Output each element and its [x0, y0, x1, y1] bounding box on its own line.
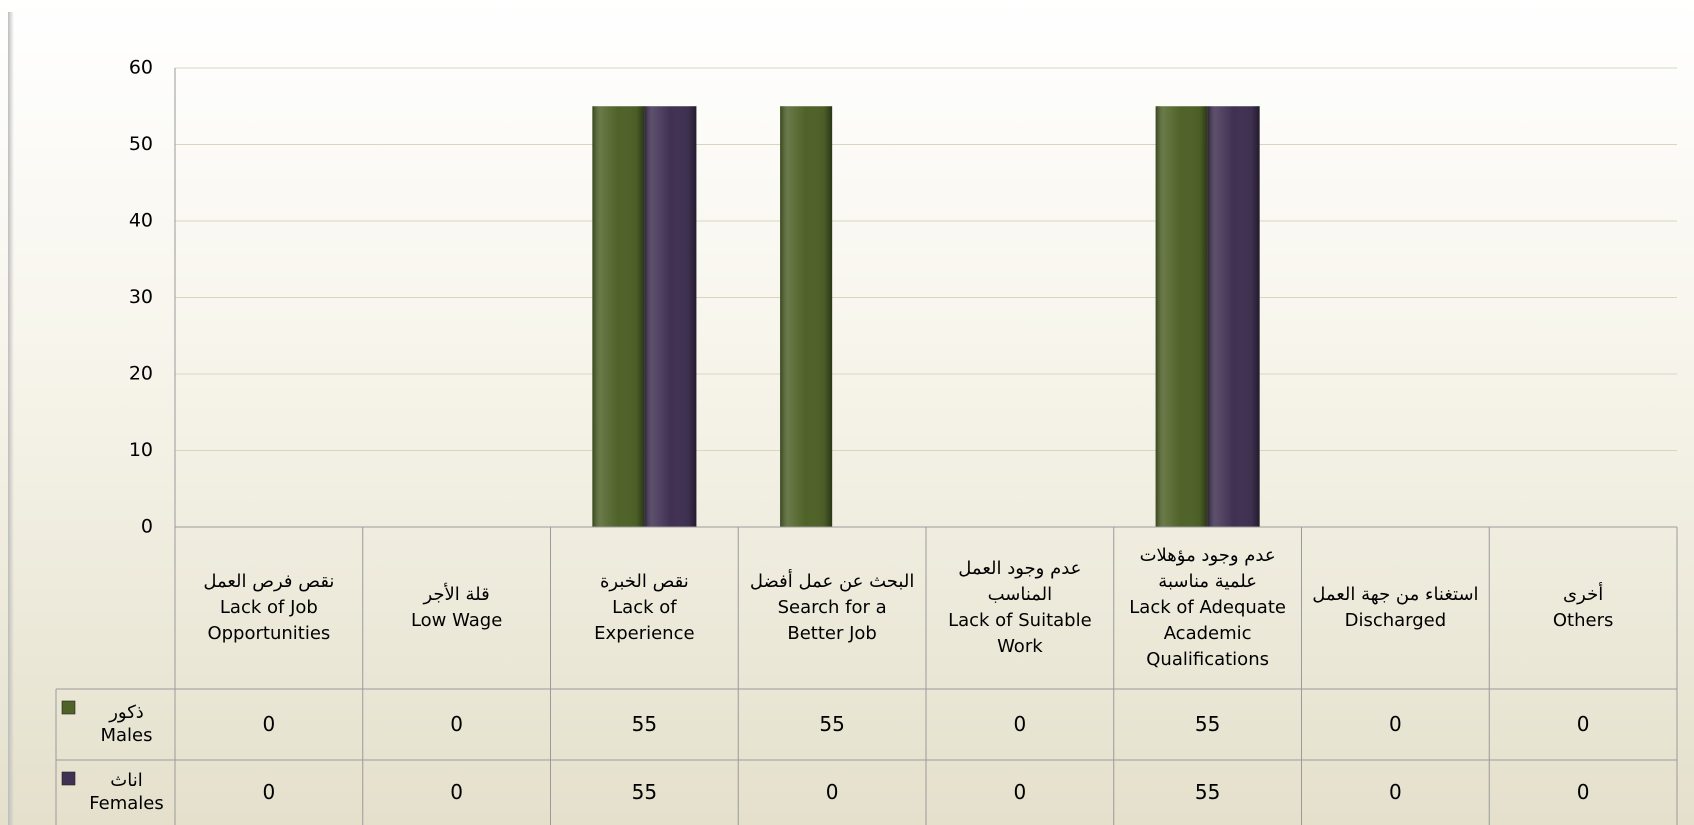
bar-shade — [1207, 106, 1260, 527]
table-value: 0 — [825, 780, 839, 804]
table-value: 0 — [1013, 780, 1027, 804]
x-tick-label: قلة الأجر Low Wage — [410, 583, 503, 631]
x-tick-label: نقص الخبرة Lack of Experience — [594, 570, 695, 645]
y-tick-label: 0 — [141, 516, 153, 538]
x-tick-label: عدم وجود مؤهلات علمية مناسبة Lack of Ade… — [1129, 544, 1286, 671]
table-value: 0 — [262, 780, 276, 804]
x-tick-label: عدم وجود العمل المناسب Lack of Suitable … — [948, 557, 1092, 658]
x-tick-label: أخرى Others — [1552, 583, 1614, 631]
table-value: 55 — [819, 712, 845, 736]
y-tick-label: 60 — [129, 57, 153, 79]
y-tick-label: 10 — [129, 439, 153, 461]
legend-swatch — [61, 771, 76, 786]
x-tick-label: نقص فرص العمل Lack of Job Opportunities — [203, 570, 335, 645]
table-value: 0 — [1576, 712, 1590, 736]
table-value: 0 — [450, 780, 463, 804]
table-value: 0 — [1389, 712, 1402, 736]
table-value: 0 — [1013, 712, 1027, 736]
y-tick-label: 50 — [129, 133, 153, 155]
table-value: 0 — [450, 712, 463, 736]
x-tick-label: البحث عن عمل أفضل Search for a Better Jo… — [749, 570, 915, 645]
table-value: 55 — [1194, 780, 1221, 804]
x-tick-label: استغناء من جهة العمل Discharged — [1312, 583, 1479, 631]
y-tick-label: 30 — [129, 286, 153, 308]
table-value: 0 — [262, 712, 276, 736]
legend-label: ذكور Males — [100, 702, 153, 746]
bar-shade — [1155, 106, 1208, 527]
y-tick-label: 20 — [129, 363, 153, 385]
shadow-edge — [8, 12, 14, 825]
bar-shade — [780, 106, 833, 527]
bar-shade — [592, 106, 645, 527]
table-value: 55 — [1194, 712, 1221, 736]
table-value: 55 — [631, 780, 658, 804]
table-value: 0 — [1389, 780, 1402, 804]
bar-shade — [644, 106, 697, 527]
y-tick-label: 40 — [129, 210, 153, 232]
legend-swatch — [61, 700, 76, 715]
table-value: 0 — [1576, 780, 1590, 804]
legend-label: اناث Females — [89, 770, 164, 814]
table-value: 55 — [631, 712, 658, 736]
